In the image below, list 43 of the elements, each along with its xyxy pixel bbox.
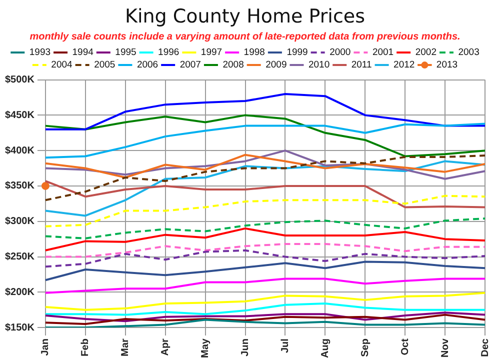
- legend-label: 2007: [180, 60, 201, 71]
- legend-label: 2005: [94, 60, 116, 71]
- legend-label: 1998: [244, 47, 265, 58]
- chart-title: King County Home Prices: [125, 5, 365, 28]
- legend-label: 2012: [394, 60, 415, 71]
- y-tick-label: $250K: [5, 252, 36, 263]
- y-tick-label: $350K: [5, 180, 36, 192]
- legend-label: 1993: [29, 47, 51, 58]
- legend-label: 1995: [115, 47, 136, 58]
- legend-label: 2001: [372, 47, 394, 58]
- chart-subtitle: monthly sale counts include a varying amount of late-reported data from previous months.: [30, 32, 460, 43]
- x-tick-label: Dec: [480, 338, 491, 357]
- x-tick-label: Mar: [120, 338, 132, 356]
- x-tick-label: May: [200, 338, 212, 358]
- legend-label: 2000: [330, 47, 351, 58]
- y-tick-label: $400K: [5, 145, 36, 156]
- x-tick-label: Jan: [40, 338, 52, 356]
- legend-label: 2013: [436, 60, 458, 71]
- x-tick-label: Oct: [400, 338, 411, 356]
- x-tick-label: Feb: [80, 338, 92, 356]
- x-tick-label: Nov: [440, 338, 451, 358]
- legend-label: 2002: [415, 47, 436, 58]
- legend-label: 1997: [200, 47, 222, 58]
- x-tick-label: Jun: [240, 338, 252, 356]
- legend-label: 1994: [72, 47, 94, 58]
- y-tick-label: $150K: [5, 322, 36, 334]
- legend-label: 2011: [351, 60, 372, 71]
- y-tick-label: $300K: [5, 216, 36, 228]
- legend-label: 2009: [266, 60, 287, 71]
- legend-label: 1996: [158, 47, 180, 58]
- x-tick-label: Apr: [160, 338, 172, 356]
- x-tick-label: Jul: [280, 338, 291, 353]
- legend-label: 1999: [286, 47, 308, 58]
- y-tick-label: $500K: [5, 74, 36, 86]
- x-tick-label: Aug: [320, 338, 331, 358]
- y-tick-label: $200K: [5, 286, 36, 298]
- x-tick-label: Sep: [360, 338, 371, 357]
- legend-label: 2004: [51, 60, 72, 71]
- legend-label: 2010: [308, 60, 330, 71]
- legend-label: 2008: [222, 60, 244, 71]
- y-tick-label: $450K: [5, 110, 36, 121]
- legend-label: 2006: [136, 60, 158, 71]
- legend-label: 2003: [458, 47, 480, 58]
